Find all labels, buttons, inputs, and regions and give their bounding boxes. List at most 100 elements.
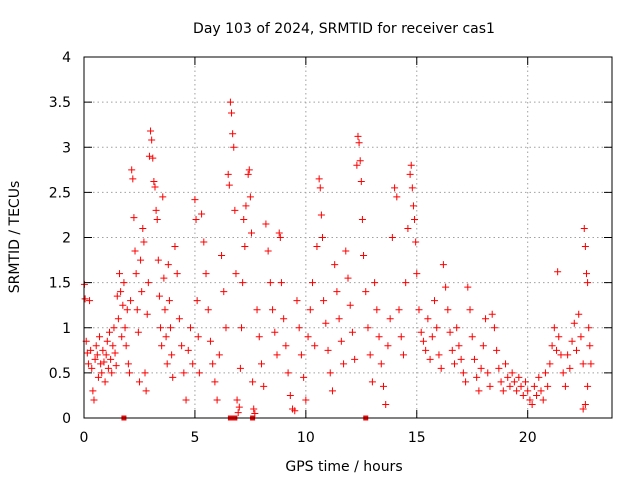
x-tick-label: 15 bbox=[408, 430, 426, 446]
data-point bbox=[184, 346, 192, 354]
data-point bbox=[147, 127, 155, 135]
data-point bbox=[110, 324, 118, 332]
data-point bbox=[235, 403, 243, 411]
data-point bbox=[544, 382, 552, 390]
data-point bbox=[490, 324, 498, 332]
data-point bbox=[419, 337, 427, 345]
data-point bbox=[122, 342, 130, 350]
data-point bbox=[581, 400, 589, 408]
data-point bbox=[139, 224, 147, 232]
data-point bbox=[98, 369, 106, 377]
data-point bbox=[140, 238, 148, 246]
data-point bbox=[577, 333, 585, 341]
data-point bbox=[573, 346, 581, 354]
data-point bbox=[555, 333, 563, 341]
data-point bbox=[228, 109, 236, 117]
data-point bbox=[133, 306, 141, 314]
data-point bbox=[253, 306, 261, 314]
data-point bbox=[470, 355, 478, 363]
data-point bbox=[161, 306, 169, 314]
data-point bbox=[313, 243, 321, 251]
data-point bbox=[202, 270, 210, 278]
data-point bbox=[306, 306, 314, 314]
data-point bbox=[141, 369, 149, 377]
data-point bbox=[215, 351, 223, 359]
data-point bbox=[539, 396, 547, 404]
data-point bbox=[426, 355, 434, 363]
grid bbox=[84, 57, 612, 418]
data-point bbox=[145, 152, 153, 160]
data-point bbox=[526, 396, 534, 404]
data-point bbox=[257, 360, 265, 368]
data-point bbox=[584, 279, 592, 287]
data-point bbox=[233, 396, 241, 404]
data-point bbox=[358, 215, 366, 223]
data-point bbox=[129, 175, 137, 183]
data-point bbox=[168, 351, 176, 359]
data-point bbox=[568, 337, 576, 345]
data-point bbox=[97, 360, 105, 368]
data-point bbox=[123, 306, 131, 314]
data-point bbox=[502, 360, 510, 368]
data-point bbox=[111, 349, 119, 357]
data-point bbox=[291, 407, 299, 415]
data-point bbox=[225, 181, 233, 189]
data-point bbox=[117, 288, 125, 296]
data-point bbox=[395, 306, 403, 314]
data-point bbox=[206, 337, 214, 345]
data-point bbox=[100, 358, 108, 366]
data-point bbox=[377, 360, 385, 368]
data-point bbox=[293, 297, 301, 305]
data-point bbox=[94, 373, 102, 381]
data-point bbox=[218, 252, 226, 260]
y-tick-label: 3.5 bbox=[49, 95, 71, 111]
data-point bbox=[409, 202, 417, 210]
data-point bbox=[331, 261, 339, 269]
data-point bbox=[154, 256, 162, 264]
data-point bbox=[399, 351, 407, 359]
data-point bbox=[457, 355, 465, 363]
data-point bbox=[585, 324, 593, 332]
data-point bbox=[407, 161, 415, 169]
data-point bbox=[309, 279, 317, 287]
data-point bbox=[209, 360, 217, 368]
data-point bbox=[533, 391, 541, 399]
data-point bbox=[262, 220, 270, 228]
data-point bbox=[580, 224, 588, 232]
data-point bbox=[379, 382, 387, 390]
data-point bbox=[348, 328, 356, 336]
data-point bbox=[362, 288, 370, 296]
data-point bbox=[277, 279, 285, 287]
data-point bbox=[125, 369, 133, 377]
data-point bbox=[391, 184, 399, 192]
data-point bbox=[386, 315, 394, 323]
data-point bbox=[366, 351, 374, 359]
data-point bbox=[455, 342, 463, 350]
data-point bbox=[91, 355, 99, 363]
data-point bbox=[246, 193, 254, 201]
data-point bbox=[302, 396, 310, 404]
data-point bbox=[113, 292, 121, 300]
data-point bbox=[433, 324, 441, 332]
data-point bbox=[355, 139, 363, 147]
data-point bbox=[153, 215, 161, 223]
data-point bbox=[118, 333, 126, 341]
data-point bbox=[570, 319, 578, 327]
data-point bbox=[581, 243, 589, 251]
data-point bbox=[87, 346, 95, 354]
data-point bbox=[103, 337, 111, 345]
data-point bbox=[528, 400, 536, 408]
data-point bbox=[90, 396, 98, 404]
data-point bbox=[231, 206, 239, 214]
data-point bbox=[249, 378, 257, 386]
axis-ticks: 0 0.5 1 1.5 2 2.5 3 3.5 4 0 5 10 15 20 bbox=[49, 50, 612, 446]
data-point bbox=[236, 364, 244, 372]
data-point bbox=[266, 279, 274, 287]
data-point bbox=[226, 98, 234, 106]
data-point bbox=[315, 175, 323, 183]
data-point bbox=[353, 161, 361, 169]
data-point bbox=[143, 310, 151, 318]
data-point bbox=[241, 243, 249, 251]
data-point bbox=[557, 351, 565, 359]
data-point bbox=[230, 143, 238, 151]
